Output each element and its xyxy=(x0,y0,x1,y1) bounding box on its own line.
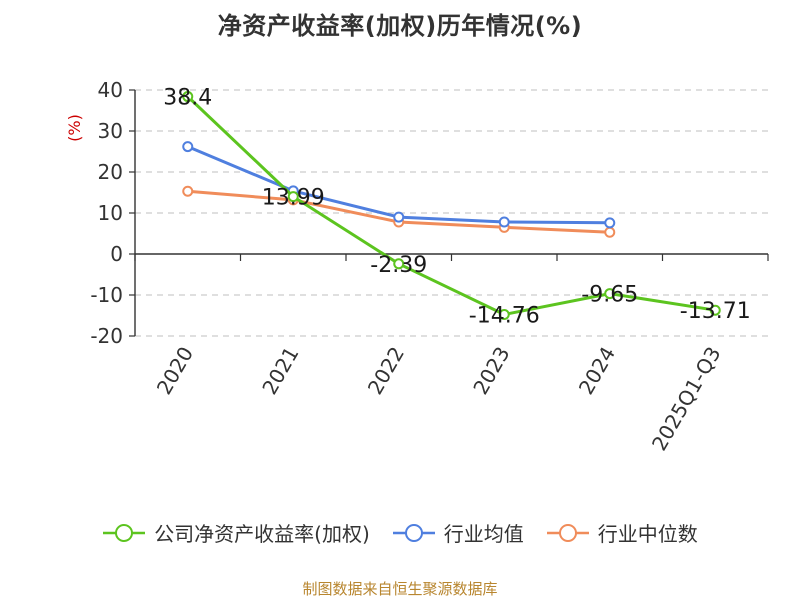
chart-title: 净资产收益率(加权)历年情况(%) xyxy=(217,12,583,40)
data-label: 38.4 xyxy=(163,86,212,111)
y-tick-label: -10 xyxy=(90,283,123,307)
y-tick-label: 10 xyxy=(98,201,123,225)
data-point xyxy=(604,226,616,238)
data-point xyxy=(498,309,510,321)
y-axis-label: (%) xyxy=(65,114,84,142)
legend-swatch-icon xyxy=(103,523,146,542)
data-point xyxy=(182,141,194,153)
data-point xyxy=(709,304,721,316)
legend-item[interactable]: 行业均值 xyxy=(392,518,524,547)
x-tick-label: 2024 xyxy=(574,343,620,399)
legend: 公司净资产收益率(加权) 行业均值 行业中位数 xyxy=(0,518,800,547)
y-tick-label: 0 xyxy=(110,242,123,266)
data-label: -14.76 xyxy=(469,304,540,329)
data-point xyxy=(604,217,616,229)
x-tick-label: 2025Q1-Q3 xyxy=(647,343,726,455)
legend-swatch-icon xyxy=(546,523,589,542)
legend-item[interactable]: 公司净资产收益率(加权) xyxy=(102,518,370,547)
data-label: -13.71 xyxy=(680,299,751,324)
series-line xyxy=(186,95,716,316)
y-tick-label: 40 xyxy=(98,78,123,102)
x-tick-label: 2020 xyxy=(152,343,198,399)
y-tick-label: -20 xyxy=(90,324,123,348)
data-point xyxy=(182,91,194,103)
legend-label: 行业均值 xyxy=(443,522,524,546)
legend-label: 行业中位数 xyxy=(597,522,698,546)
y-tick-label: 30 xyxy=(98,119,123,143)
data-label: 13.99 xyxy=(262,186,325,211)
data-point xyxy=(604,288,616,300)
legend-label: 公司净资产收益率(加权) xyxy=(154,522,370,546)
source-note: 制图数据来自恒生聚源数据库 xyxy=(302,580,498,598)
legend-item[interactable]: 行业中位数 xyxy=(546,518,698,547)
x-tick-label: 2021 xyxy=(257,343,303,399)
data-point xyxy=(498,216,510,228)
data-point xyxy=(182,185,194,197)
x-tick-label: 2022 xyxy=(363,343,409,399)
data-label: -2.39 xyxy=(370,253,427,278)
legend-swatch-icon xyxy=(392,523,435,542)
data-label: -9.65 xyxy=(581,283,638,308)
x-tick-label: 2023 xyxy=(468,343,514,399)
data-point xyxy=(393,258,405,270)
data-point xyxy=(287,191,299,203)
y-tick-label: 20 xyxy=(98,160,123,184)
data-point xyxy=(393,211,405,223)
